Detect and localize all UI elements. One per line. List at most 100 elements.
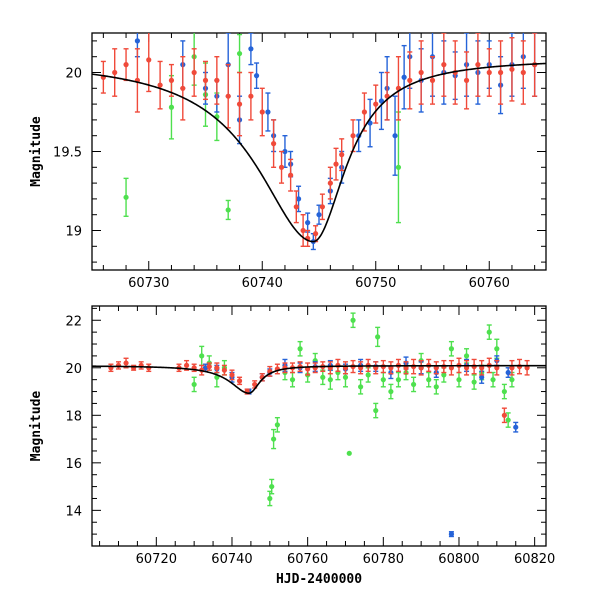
data-point <box>305 220 311 226</box>
data-point <box>319 204 326 210</box>
data-point <box>346 450 352 456</box>
data-series <box>100 33 538 248</box>
data-point <box>380 377 386 383</box>
data-point <box>214 365 220 371</box>
data-point <box>320 374 326 380</box>
plot-frame <box>91 305 547 547</box>
data-point <box>339 152 345 158</box>
y-tick-label: 20 <box>65 67 82 82</box>
x-tick-label: 60750 <box>355 276 396 291</box>
model-curve <box>92 62 546 243</box>
data-point <box>395 377 402 383</box>
data-point <box>456 377 462 383</box>
data-point <box>401 74 407 80</box>
data-point <box>471 379 477 385</box>
data-point <box>407 77 413 83</box>
data-point <box>327 377 333 383</box>
data-point <box>271 141 277 147</box>
data-point <box>123 62 129 68</box>
data-point <box>463 77 470 83</box>
data-point <box>180 85 186 91</box>
data-point <box>271 436 277 442</box>
data-point <box>183 362 190 369</box>
data-point <box>505 369 511 376</box>
data-point <box>236 378 243 384</box>
data-point <box>373 101 379 107</box>
data-point <box>388 388 394 395</box>
data-point <box>248 46 254 52</box>
x-tick-label: 60800 <box>438 552 479 567</box>
data-point <box>501 388 507 395</box>
data-point <box>293 204 299 210</box>
x-axis-label: HJD-2400000 <box>276 572 362 587</box>
data-point <box>365 372 371 378</box>
data-point <box>278 164 285 170</box>
x-tick-label: 60820 <box>514 552 555 567</box>
data-point <box>295 196 302 202</box>
x-tick-label: 60760 <box>287 552 328 567</box>
plot-area <box>92 33 546 251</box>
data-point <box>191 381 197 388</box>
x-tick-label: 60780 <box>363 552 404 567</box>
data-point <box>350 317 356 323</box>
data-point <box>269 483 275 490</box>
x-tick-label: 60740 <box>211 552 252 567</box>
data-point <box>267 495 273 502</box>
x-tick-label: 60720 <box>136 552 177 567</box>
data-point <box>300 227 306 234</box>
data-point <box>395 164 402 170</box>
data-point <box>236 50 243 57</box>
data-point <box>206 363 212 370</box>
y-tick-label: 22 <box>65 314 82 329</box>
data-point <box>157 82 163 88</box>
data-point <box>191 69 197 76</box>
data-point <box>509 66 515 72</box>
data-point <box>146 57 152 63</box>
data-point <box>168 104 175 110</box>
data-point <box>373 407 379 414</box>
y-axis-label: Magnitude <box>29 116 44 187</box>
data-point <box>392 133 398 139</box>
data-point <box>327 180 333 186</box>
data-point <box>426 377 432 383</box>
data-point <box>350 133 356 139</box>
data-point <box>494 346 500 352</box>
x-tick-label: 60730 <box>128 276 169 291</box>
y-tick-label: 16 <box>65 457 82 472</box>
data-point <box>441 372 447 378</box>
data-point <box>297 346 303 352</box>
y-tick-label: 18 <box>65 409 82 424</box>
data-point <box>418 69 424 76</box>
data-point <box>441 62 447 68</box>
data-point <box>513 424 519 430</box>
data-point <box>333 161 339 167</box>
data-point <box>214 77 220 83</box>
data-point <box>202 77 209 83</box>
data-point <box>236 101 243 107</box>
y-tick-label: 19.5 <box>53 146 82 161</box>
lower-panel: 60720 60740 60760 60780 60800 60820 14 16 18 20 22… <box>29 305 555 587</box>
data-point <box>441 363 447 370</box>
data-point <box>252 381 258 388</box>
data-point <box>248 93 254 99</box>
data-point <box>433 384 439 390</box>
data-point <box>221 367 228 373</box>
data-point <box>282 148 288 155</box>
data-point <box>289 377 296 383</box>
data-point <box>501 412 507 418</box>
data-point <box>516 363 523 370</box>
data-point <box>265 109 271 115</box>
x-tick-label: 60760 <box>469 276 510 291</box>
data-point <box>123 194 129 200</box>
data-point <box>448 531 455 537</box>
data-point <box>342 374 349 380</box>
data-point <box>498 69 504 76</box>
data-point <box>509 377 515 383</box>
data-series <box>134 33 538 251</box>
data-point <box>225 207 231 213</box>
data-point <box>475 62 481 68</box>
data-point <box>253 73 260 79</box>
data-point <box>490 377 496 383</box>
data-point <box>229 372 235 378</box>
